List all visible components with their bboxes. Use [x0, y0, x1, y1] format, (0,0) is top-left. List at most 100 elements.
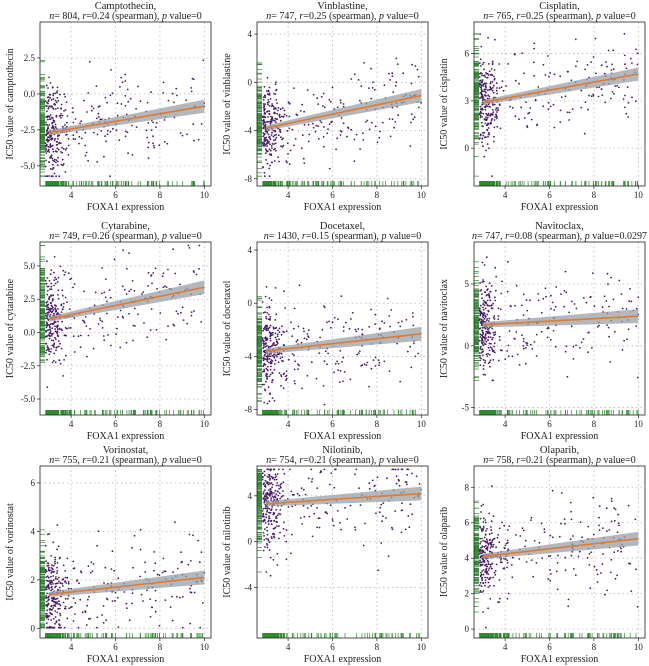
data-point: [553, 73, 556, 76]
data-point: [591, 347, 593, 349]
data-point: [549, 72, 551, 74]
data-point: [49, 94, 52, 96]
data-point: [275, 81, 277, 83]
data-point: [167, 325, 169, 327]
data-point: [267, 318, 270, 320]
data-point: [341, 361, 343, 363]
data-point: [51, 122, 53, 125]
data-point: [263, 358, 266, 360]
data-point: [584, 101, 587, 103]
data-point: [262, 106, 265, 109]
stat-label: =: [54, 455, 62, 466]
data-point: [74, 613, 76, 615]
data-point: [373, 88, 376, 91]
data-point: [54, 123, 57, 126]
data-point: [482, 131, 484, 134]
confidence-band: [48, 280, 205, 322]
data-point: [95, 626, 98, 629]
data-point: [62, 308, 64, 311]
data-point: [266, 110, 269, 113]
data-point: [346, 135, 348, 138]
data-point: [146, 136, 149, 139]
data-point: [417, 352, 419, 355]
data-point: [262, 103, 265, 105]
data-point: [106, 129, 109, 132]
data-point: [518, 118, 520, 121]
data-point: [493, 69, 496, 71]
data-point: [625, 308, 628, 310]
data-point: [298, 284, 301, 287]
stat-label: r: [516, 11, 520, 22]
data-point: [628, 300, 631, 303]
data-point: [489, 359, 492, 362]
data-point: [509, 105, 511, 108]
data-point: [518, 82, 520, 85]
data-point: [350, 78, 353, 80]
data-point: [60, 163, 63, 166]
data-point: [275, 338, 278, 341]
data-point: [263, 116, 265, 119]
data-point: [166, 142, 169, 145]
data-point: [53, 279, 56, 282]
data-point: [128, 252, 131, 255]
data-point: [486, 89, 489, 92]
data-point: [481, 90, 484, 92]
data-point: [482, 358, 485, 361]
data-point: [478, 307, 481, 310]
y-tick-label: 0: [248, 77, 253, 87]
x-tick-label: 6: [547, 190, 552, 200]
chart-stats: n= 747, r=0.25 (spearman), p value=0: [266, 11, 418, 22]
data-point: [48, 280, 51, 282]
y-tick-label: -2.5: [21, 361, 36, 371]
data-point: [46, 300, 49, 303]
data-point: [324, 350, 327, 353]
data-point: [120, 103, 123, 105]
data-point: [263, 349, 266, 352]
data-point: [635, 48, 637, 51]
data-point: [46, 129, 49, 131]
data-point: [44, 279, 47, 282]
data-point: [106, 312, 108, 315]
data-point: [637, 296, 640, 299]
confidence-band: [265, 88, 422, 131]
y-tick-label: 0: [465, 341, 470, 351]
data-point: [627, 101, 630, 104]
data-point: [72, 121, 75, 124]
data-point: [47, 126, 49, 128]
data-point: [343, 371, 346, 373]
data-point: [305, 338, 308, 341]
data-point: [53, 304, 56, 307]
data-point: [322, 92, 325, 95]
data-point: [264, 389, 267, 392]
data-point: [53, 342, 56, 345]
data-point: [269, 319, 271, 321]
data-point: [122, 317, 125, 319]
data-point: [487, 336, 490, 338]
data-point: [625, 112, 628, 115]
data-point: [353, 73, 356, 75]
data-point: [607, 326, 610, 329]
data-point: [378, 328, 381, 330]
data-point: [280, 145, 282, 148]
data-point: [493, 315, 496, 317]
data-point: [51, 322, 53, 325]
data-point: [121, 285, 124, 288]
data-point: [322, 105, 324, 107]
stat-label: =: [271, 11, 279, 22]
data-point: [281, 325, 283, 328]
data-point: [269, 368, 272, 371]
data-point: [368, 87, 370, 89]
data-point: [50, 145, 53, 148]
data-point: [374, 323, 377, 325]
chart-panel: Cytarabine,n= 749, r=0.26 (spearman), p …: [5, 221, 212, 442]
data-point: [113, 258, 116, 261]
data-point: [533, 341, 536, 343]
data-point: [49, 288, 51, 291]
data-point: [49, 326, 51, 329]
data-point: [481, 137, 484, 140]
data-point: [54, 310, 57, 313]
data-point: [46, 277, 49, 279]
data-point: [269, 392, 271, 395]
data-point: [547, 101, 550, 104]
data-point: [396, 342, 398, 345]
